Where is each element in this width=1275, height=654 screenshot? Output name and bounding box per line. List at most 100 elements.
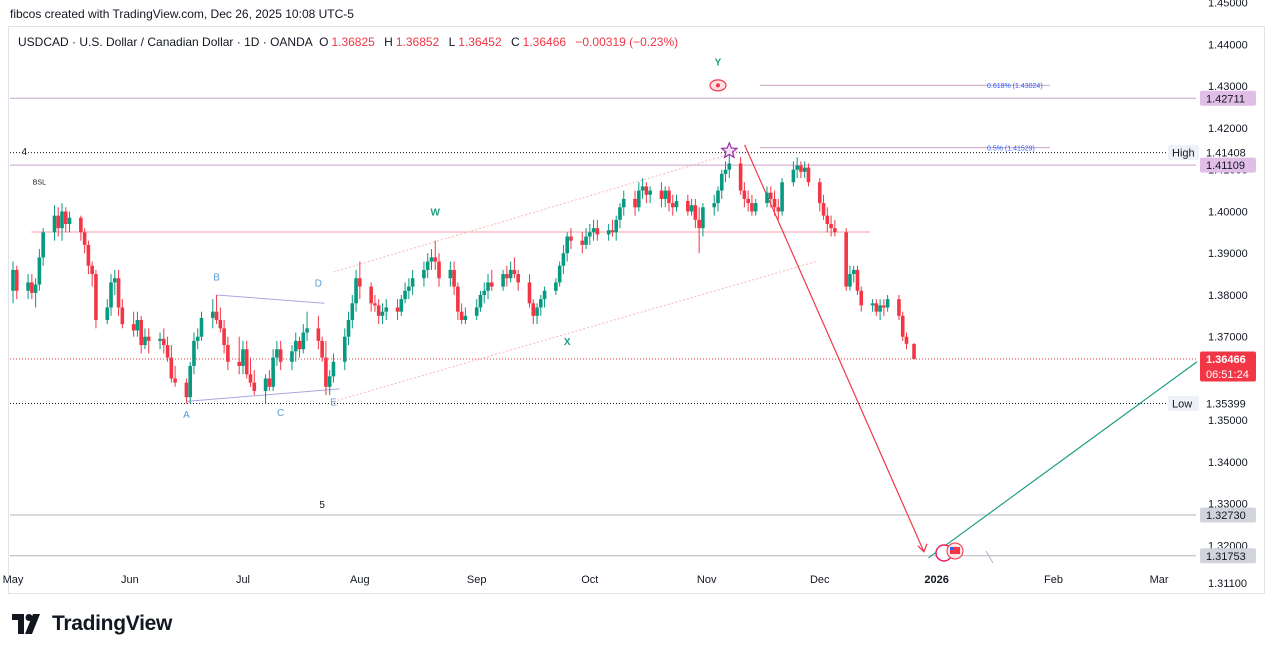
candle-body — [795, 165, 799, 170]
candle-body — [897, 299, 901, 316]
candle-body — [222, 328, 226, 346]
y-axis-tick: 1.45000 — [1208, 0, 1248, 10]
x-axis-tick: 2026 — [924, 574, 948, 586]
price-tag-box — [1168, 396, 1199, 412]
candle-body — [716, 190, 720, 204]
candle-body — [482, 290, 487, 295]
tradingview-logo[interactable]: TradingView — [12, 612, 172, 636]
candle-body — [380, 311, 385, 316]
price-label-box — [1200, 507, 1256, 523]
candle-body — [248, 374, 253, 383]
candle-body — [14, 269, 19, 291]
candle-body — [131, 324, 136, 331]
candle-body — [505, 274, 509, 279]
candle-body — [670, 203, 675, 208]
candle-body — [226, 345, 230, 362]
candle-body — [659, 190, 664, 199]
candle-body — [791, 169, 796, 183]
candle-body — [588, 232, 592, 237]
candle-body — [11, 269, 15, 291]
candle-body — [342, 336, 347, 362]
wave-label: D — [315, 279, 322, 290]
candle-body — [30, 282, 34, 293]
candle-body — [376, 305, 381, 316]
candle-body — [56, 215, 61, 229]
wave-label: 5 — [319, 500, 325, 511]
candle-body — [346, 320, 351, 337]
price-label-box — [1200, 548, 1256, 564]
candle-body — [663, 190, 668, 199]
candle-body — [855, 269, 860, 291]
candle-body — [799, 165, 803, 172]
candle-body — [410, 278, 415, 287]
candle-body — [320, 340, 324, 358]
candle-body — [753, 203, 758, 212]
candle-body — [116, 278, 121, 308]
candle-body — [882, 305, 886, 308]
candle-body — [508, 269, 513, 279]
candle-body — [501, 274, 505, 287]
candle-body — [275, 349, 279, 358]
us-flag-stripes — [950, 547, 960, 554]
candle-body — [516, 274, 520, 283]
symbol-legend[interactable]: USDCAD · U.S. Dollar / Canadian Dollar ·… — [18, 35, 681, 49]
candle-body — [885, 299, 890, 308]
channel-line — [333, 150, 741, 273]
candle-body — [776, 207, 781, 212]
candle-body — [448, 269, 453, 279]
candle-body — [459, 311, 464, 321]
price-label-box — [1200, 157, 1256, 173]
candle-body — [60, 211, 64, 229]
candle-body — [606, 230, 611, 235]
candle-body — [407, 286, 411, 291]
candle-body — [719, 173, 724, 191]
candle-body — [82, 232, 87, 245]
candle-body — [169, 357, 174, 379]
close-value: 1.36466 — [522, 35, 567, 49]
candle-body — [527, 282, 532, 304]
candle-body — [648, 190, 652, 195]
candle-body — [135, 320, 140, 331]
tradingview-logo-icon — [12, 614, 40, 634]
candle-body — [52, 215, 57, 233]
y-axis-tick: 1.44000 — [1208, 39, 1248, 51]
candle-body — [437, 261, 441, 279]
candle-body — [33, 284, 38, 293]
candle-body — [535, 307, 539, 316]
open-value: 1.36825 — [331, 35, 375, 49]
candle-body — [324, 357, 328, 387]
candle-body — [565, 236, 569, 254]
candle-body — [821, 203, 826, 216]
candle-body — [591, 228, 596, 233]
price-label-text: 1.31753 — [1206, 551, 1246, 563]
projection-up-line — [928, 361, 1198, 559]
candle-body — [478, 294, 483, 308]
wave-label: B — [213, 272, 220, 283]
y-axis-tick: 1.34000 — [1208, 457, 1248, 469]
x-axis-tick: Mar — [1150, 574, 1169, 586]
x-axis-tick: Jun — [121, 574, 139, 586]
price-label-text: 1.41109 — [1206, 160, 1245, 172]
x-axis-tick: Aug — [350, 574, 370, 586]
candle-body — [689, 205, 694, 212]
candle-body — [569, 236, 573, 241]
x-axis-tick: Dec — [810, 574, 830, 586]
candle-body — [316, 328, 321, 341]
candle-body — [580, 240, 585, 245]
candle-body — [211, 311, 215, 318]
y-axis-tick: 1.43000 — [1208, 81, 1248, 93]
candle-body — [237, 361, 241, 366]
chart-frame — [8, 26, 1265, 594]
candle-body — [241, 349, 245, 366]
candle-body — [67, 217, 72, 224]
price-label-text: 1.42711 — [1206, 93, 1245, 105]
price-label-box — [1200, 351, 1256, 382]
symbol-description: USDCAD · U.S. Dollar / Canadian Dollar ·… — [18, 35, 313, 49]
candle-body — [305, 328, 309, 333]
candle-body — [557, 265, 562, 283]
candle-body — [297, 340, 302, 350]
low-value: 1.36452 — [458, 35, 502, 49]
candle-body — [399, 299, 404, 312]
candle-body — [701, 207, 705, 229]
